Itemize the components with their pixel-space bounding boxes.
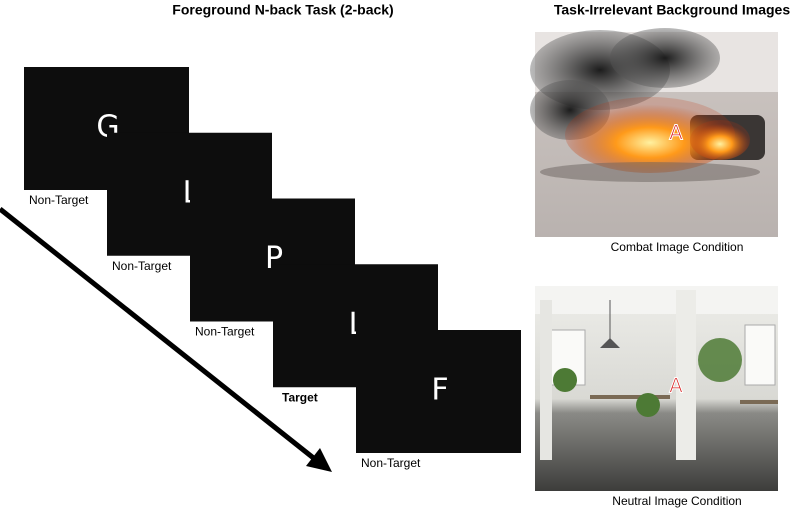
image-caption: Neutral Image Condition [612,494,741,508]
time-arrow [0,207,332,472]
neutral-image [535,286,778,491]
combat-image [530,28,778,237]
trial-label: Non-Target [29,193,89,207]
right-title: Task-Irrelevant Background Images [554,2,790,18]
overlay-letter: A [669,374,683,398]
trial-label: Non-Target [112,259,172,273]
stimulus-card [356,330,521,453]
image-caption: Combat Image Condition [611,240,744,254]
overlay-letter: A [669,121,683,145]
trial-label: Non-Target [361,456,421,470]
left-title: Foreground N-back Task (2-back) [172,2,393,18]
stimulus-letter: F [431,373,448,408]
trial-label: Non-Target [195,325,255,339]
trial-label: Target [282,390,318,404]
